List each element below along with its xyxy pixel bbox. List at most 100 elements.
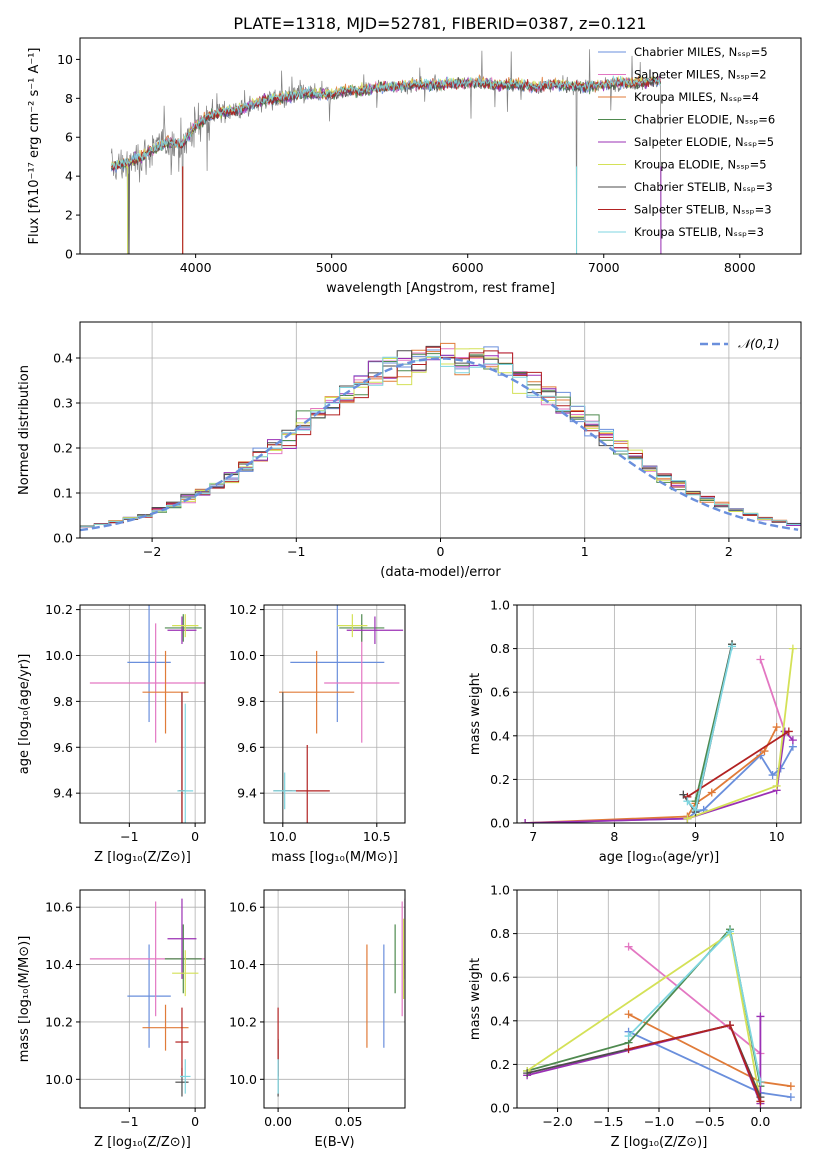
y-tick-label: 9.4 [53, 786, 73, 801]
x-axis-label: E(B-V) [314, 1135, 354, 1150]
y-tick-label: 8 [65, 91, 73, 106]
panel-weight-vs-age: 7 8 9 10 0.0 0.2 0.4 0.6 0.8 1.0 age [log₁₀(age/yr… [468, 598, 802, 865]
y-tick-label: 10.2 [45, 602, 73, 617]
plot-area [89, 898, 205, 1097]
y-tick-label: 10.0 [229, 1072, 257, 1087]
legend-label-4: Salpeter ELODIE, Nₛₛₚ=5 [634, 135, 774, 149]
errorbar-point [175, 1007, 189, 1077]
weight-marker [756, 1097, 765, 1106]
x-tick-label: −1 [120, 1114, 138, 1129]
x-tick-label: −1 [120, 829, 138, 844]
spectrum-legend: Chabrier MILES, Nₛₛₚ=5 Salpeter MILES, Nₛ… [598, 45, 775, 239]
y-tick-label: 0 [65, 247, 73, 262]
x-axis-label: age [log₁₀(age/yr)] [599, 850, 720, 865]
y-tick-label: 1.0 [490, 598, 510, 613]
plot-area [89, 605, 205, 823]
weight-marker [726, 927, 734, 936]
weight-marker [726, 1021, 734, 1030]
y-axis-label: Normed distribution [17, 365, 32, 495]
y-tick-label: 10.0 [45, 648, 73, 663]
weight-marker [786, 1082, 795, 1091]
panel-weight-vs-Z: −2.0 −1.5 −1.0 −0.5 0.0 0.0 0.2 0.4 0.6 0.8 1.0 Z [… [468, 883, 802, 1150]
weight-marker [683, 814, 692, 823]
axes-frame: −1 0 9.4 9.6 9.8 10.0 10.2 Z [log₁₀(Z/Z⊙)] age [… [17, 602, 206, 865]
x-tick-label: −0.5 [695, 1114, 725, 1129]
y-tick-label: 10.4 [229, 957, 257, 972]
y-tick-label: 6 [65, 130, 73, 145]
errorbar-point [273, 772, 296, 810]
x-tick-label: 5000 [316, 260, 348, 275]
panel-mass-vs-Z: −1 0 10.0 10.2 10.4 10.6 Z [log₁₀(Z/Z⊙)] mass [… [17, 889, 206, 1150]
weight-marker [786, 1093, 795, 1102]
legend-label-2: Kroupa MILES, Nₛₛₚ=4 [634, 90, 759, 104]
errorbar-point [164, 924, 202, 994]
weight-marker [772, 723, 781, 732]
legend-label-6: Chabrier STELIB, Nₛₛₚ=3 [634, 180, 773, 194]
y-tick-label: 0.8 [490, 641, 510, 656]
x-tick-label: 2 [725, 544, 733, 559]
y-axis-label: mass weight [468, 673, 483, 755]
y-tick-label: 9.4 [237, 786, 257, 801]
y-tick-label: 0.8 [490, 926, 510, 941]
axes-border [79, 37, 802, 255]
weight-marker [624, 942, 633, 951]
axes-border [263, 889, 406, 1109]
x-tick-label: 10 [769, 829, 785, 844]
errorbar-point [127, 605, 171, 723]
axes-frame: 4000 5000 6000 7000 8000 0 2 4 6 8 10 wavelength [A… [27, 37, 802, 296]
panel-age-vs-Z: −1 0 9.4 9.6 9.8 10.0 10.2 Z [log₁₀(Z/Z⊙)] age [… [17, 602, 206, 865]
weight-marker [624, 1010, 633, 1019]
legend-label-7: Salpeter STELIB, Nₛₛₚ=3 [634, 203, 772, 217]
x-tick-label: 0 [191, 829, 199, 844]
x-tick-label: 6000 [452, 260, 484, 275]
errorbar-point [324, 623, 400, 743]
x-tick-label: 0 [437, 544, 445, 559]
gaussian-reference-line [80, 357, 799, 532]
errorbar-point [167, 898, 197, 979]
axes-frame: 10.0 10.5 9.4 9.6 9.8 10.0 10.2 mass [log₁₀(M/M… [229, 602, 406, 865]
y-axis-label: mass weight [468, 958, 483, 1040]
weight-marker [679, 790, 688, 799]
errorbar-point [177, 703, 194, 823]
panel-residuals: −2 −1 0 1 2 0.0 0.1 0.2 0.3 0.4 (data-model)/error… [17, 321, 802, 580]
residual-histogram [80, 346, 801, 528]
weight-line [525, 726, 778, 823]
weight-marker [788, 736, 797, 745]
y-tick-label: 0.4 [53, 351, 73, 366]
y-tick-label: 0.0 [53, 531, 73, 546]
x-tick-label: 7 [529, 829, 537, 844]
x-axis-label: Z [log₁₀(Z/Z⊙)] [94, 850, 191, 865]
y-tick-label: 1.0 [490, 883, 510, 898]
y-tick-label: 10.2 [229, 1014, 257, 1029]
y-tick-label: 9.6 [53, 740, 73, 755]
axes-frame: −1 0 10.0 10.2 10.4 10.6 Z [log₁₀(Z/Z⊙)] mass [… [17, 889, 206, 1150]
axes-border [516, 604, 802, 824]
errorbar-point [346, 616, 404, 645]
weight-marker [768, 771, 777, 780]
plot-area [523, 925, 795, 1108]
errorbar-point [339, 614, 385, 642]
y-axis-label: age [log₁₀(age/yr)] [17, 654, 32, 775]
x-tick-label: 7000 [588, 260, 620, 275]
plot-area [273, 605, 404, 823]
y-tick-label: 2 [65, 208, 73, 223]
errorbar-point [142, 650, 189, 734]
x-axis-label: Z [log₁₀(Z/Z⊙)] [94, 1135, 191, 1150]
figure-title: PLATE=1318, MJD=52781, FIBERID=0387, z=0… [233, 14, 646, 33]
axes-frame: −2.0 −1.5 −1.0 −0.5 0.0 0.0 0.2 0.4 0.6 0.8 1.0 Z [… [468, 883, 802, 1150]
y-tick-label: 10.6 [229, 900, 257, 915]
errorbar-point [180, 1059, 191, 1094]
weight-marker [683, 797, 692, 806]
errorbar-point [142, 1004, 189, 1051]
weight-line [686, 730, 790, 798]
y-tick-label: 10.2 [229, 602, 257, 617]
y-tick-label: 0.2 [490, 1057, 510, 1072]
x-tick-label: 0 [191, 1114, 199, 1129]
residual-legend: 𝒩(0,1) [700, 336, 780, 351]
weight-line [628, 946, 761, 1055]
errorbar-point [172, 614, 199, 638]
model-spectrum-line [110, 75, 661, 170]
y-tick-label: 10.6 [45, 900, 73, 915]
